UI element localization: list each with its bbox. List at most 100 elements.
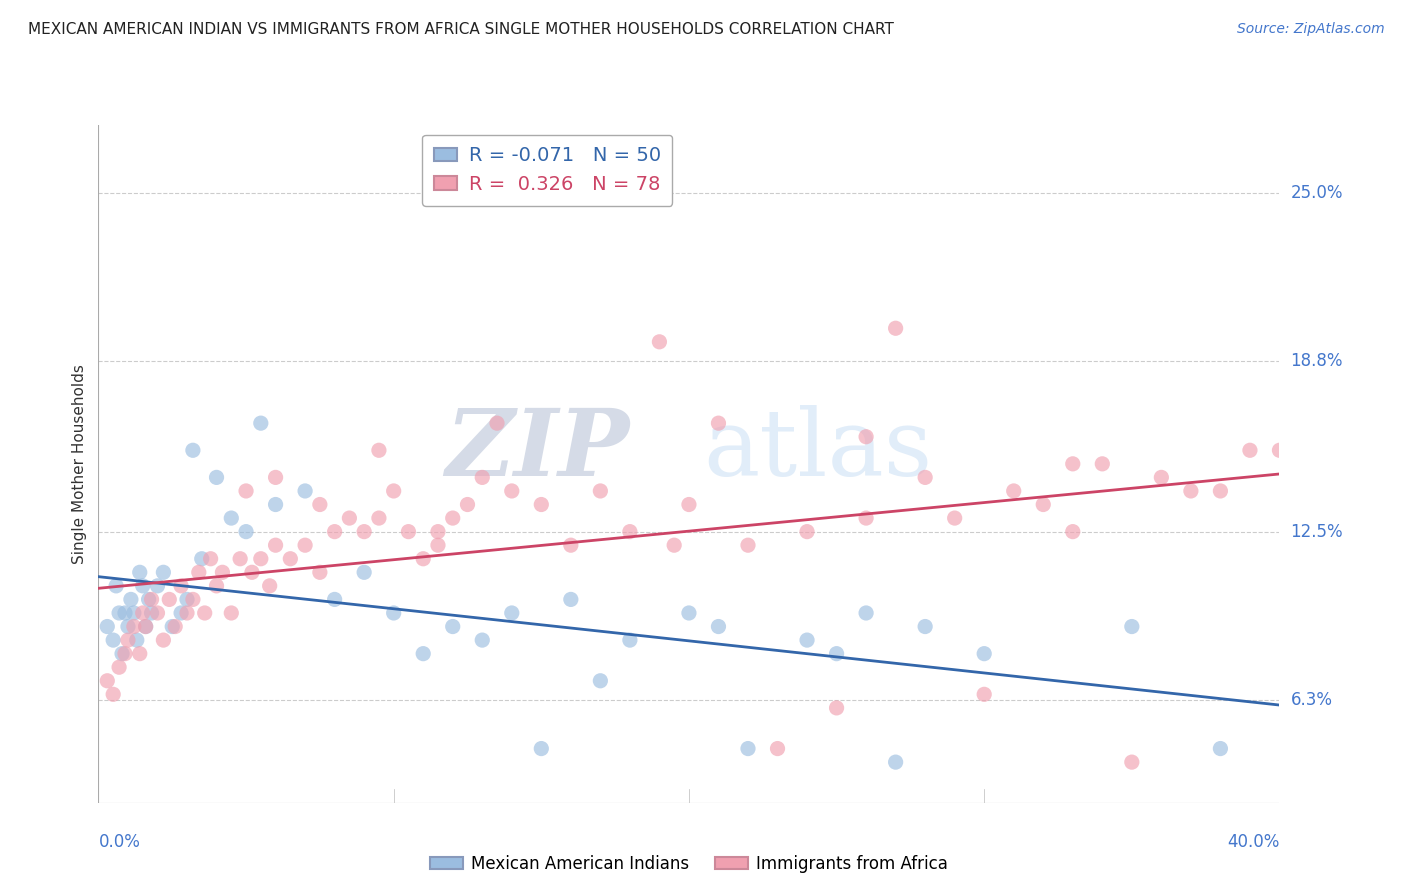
Point	[396, 524, 419, 539]
Point	[368, 443, 391, 458]
Point	[855, 606, 877, 620]
Point	[111, 647, 134, 661]
Point	[707, 416, 730, 430]
Point	[441, 511, 464, 525]
Point	[796, 633, 818, 648]
Point	[825, 647, 848, 661]
Point	[796, 524, 818, 539]
Point	[108, 606, 131, 620]
Point	[1209, 483, 1232, 498]
Point	[259, 579, 281, 593]
Point	[337, 511, 360, 525]
Legend: Mexican American Indians, Immigrants from Africa: Mexican American Indians, Immigrants fro…	[423, 848, 955, 880]
Point	[138, 592, 160, 607]
Point	[678, 606, 700, 620]
Point	[128, 566, 150, 580]
Point	[132, 606, 155, 620]
Text: 12.5%: 12.5%	[1291, 523, 1343, 541]
Point	[128, 647, 150, 661]
Point	[427, 538, 450, 552]
Point	[530, 498, 553, 512]
Point	[146, 579, 169, 593]
Point	[152, 633, 174, 648]
Point	[456, 498, 478, 512]
Point	[884, 321, 907, 335]
Point	[117, 633, 139, 648]
Point	[1239, 443, 1261, 458]
Point	[471, 470, 494, 484]
Point	[1121, 619, 1143, 633]
Point	[103, 687, 125, 701]
Point	[114, 647, 136, 661]
Text: ZIP: ZIP	[446, 405, 630, 495]
Point	[560, 538, 582, 552]
Point	[219, 511, 243, 525]
Point	[884, 755, 907, 769]
Point	[412, 551, 434, 566]
Point	[162, 619, 183, 633]
Point	[278, 551, 302, 566]
Point	[973, 647, 995, 661]
Text: MEXICAN AMERICAN INDIAN VS IMMIGRANTS FROM AFRICA SINGLE MOTHER HOUSEHOLDS CORRE: MEXICAN AMERICAN INDIAN VS IMMIGRANTS FR…	[28, 22, 894, 37]
Point	[170, 606, 193, 620]
Point	[619, 633, 641, 648]
Point	[412, 647, 434, 661]
Point	[165, 619, 187, 633]
Point	[120, 592, 142, 607]
Text: 6.3%: 6.3%	[1291, 690, 1333, 709]
Point	[382, 483, 405, 498]
Point	[353, 566, 375, 580]
Point	[1180, 483, 1202, 498]
Point	[619, 524, 641, 539]
Point	[427, 524, 450, 539]
Point	[194, 606, 217, 620]
Point	[1209, 741, 1232, 756]
Point	[323, 592, 346, 607]
Point	[181, 592, 204, 607]
Point	[943, 511, 966, 525]
Point	[382, 606, 405, 620]
Point	[441, 619, 464, 633]
Point	[170, 579, 193, 593]
Text: 18.8%: 18.8%	[1291, 351, 1343, 370]
Point	[211, 566, 233, 580]
Point	[1062, 457, 1084, 471]
Point	[205, 470, 228, 484]
Point	[1032, 498, 1054, 512]
Point	[664, 538, 686, 552]
Point	[235, 524, 257, 539]
Point	[135, 619, 157, 633]
Point	[855, 511, 877, 525]
Point	[105, 579, 128, 593]
Point	[589, 483, 612, 498]
Point	[250, 416, 273, 430]
Point	[471, 633, 494, 648]
Point	[737, 538, 759, 552]
Point	[1268, 443, 1291, 458]
Point	[114, 606, 136, 620]
Point	[294, 483, 316, 498]
Point	[264, 538, 287, 552]
Point	[501, 606, 523, 620]
Point	[200, 551, 222, 566]
Point	[1091, 457, 1114, 471]
Point	[560, 592, 582, 607]
Point	[187, 566, 209, 580]
Point	[589, 673, 612, 688]
Point	[323, 524, 346, 539]
Y-axis label: Single Mother Households: Single Mother Households	[72, 364, 87, 564]
Point	[132, 579, 155, 593]
Point	[530, 741, 553, 756]
Point	[264, 498, 287, 512]
Point	[914, 619, 936, 633]
Point	[1121, 755, 1143, 769]
Point	[96, 673, 118, 688]
Text: 0.0%: 0.0%	[98, 833, 141, 851]
Point	[737, 741, 759, 756]
Point	[1002, 483, 1025, 498]
Point	[486, 416, 509, 430]
Point	[181, 443, 204, 458]
Point	[229, 551, 252, 566]
Point	[152, 566, 174, 580]
Point	[294, 538, 316, 552]
